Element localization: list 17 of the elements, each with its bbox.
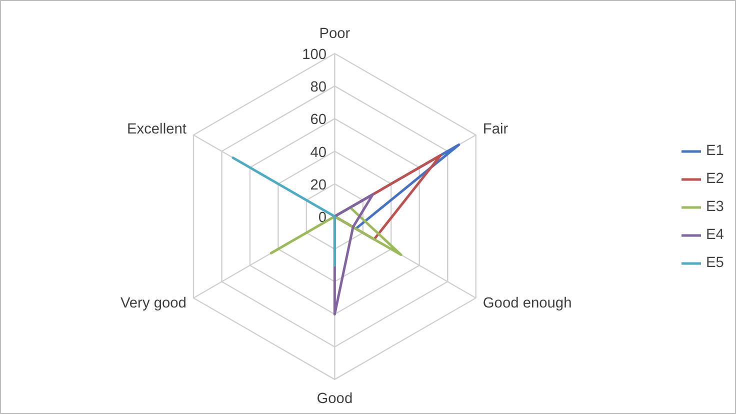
legend-label: E4 <box>706 227 725 243</box>
spoke-label: Excellent <box>126 121 186 138</box>
y-tick-label: 20 <box>310 177 327 194</box>
y-tick-label: 0 <box>318 210 327 226</box>
spoke-label: Good <box>316 390 353 407</box>
spoke-label: Fair <box>482 121 508 138</box>
y-tick-label: 60 <box>310 112 327 128</box>
spoke-label: Very good <box>120 296 186 312</box>
legend-label: E3 <box>706 199 725 215</box>
legend-label: E2 <box>706 171 725 187</box>
spoke-label: Good enough <box>482 296 572 312</box>
legend-label: E1 <box>706 143 725 159</box>
legend-label: E5 <box>706 255 725 271</box>
spoke-label: Poor <box>319 26 350 42</box>
y-tick-label: 80 <box>310 80 327 96</box>
y-tick-label: 100 <box>302 46 327 63</box>
y-tick-label: 40 <box>310 144 327 161</box>
